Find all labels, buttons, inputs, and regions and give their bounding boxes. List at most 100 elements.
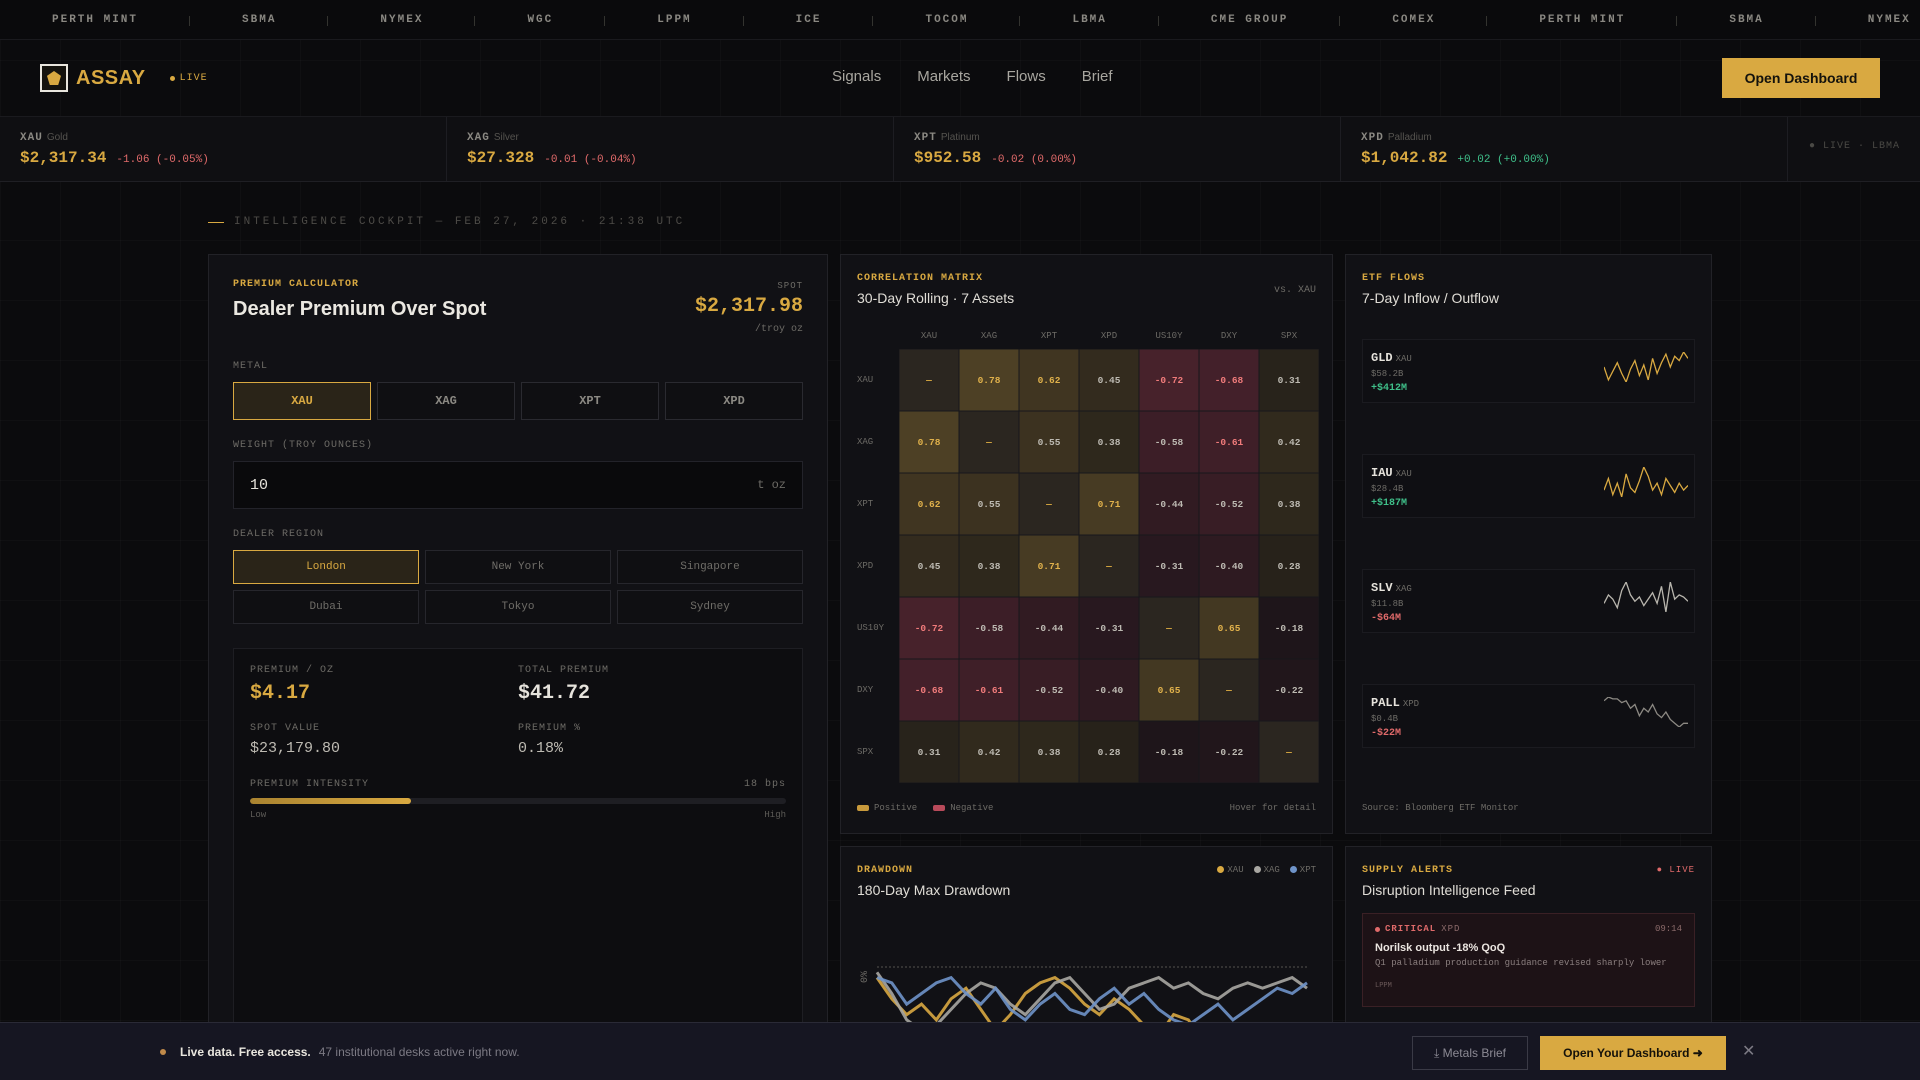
matrix-cell[interactable]: -0.44 [1019,597,1079,659]
region-option-singapore[interactable]: Singapore [617,550,803,584]
banner-sub: 47 institutional desks active right now. [318,1045,520,1059]
matrix-cell[interactable]: 0.71 [1079,473,1139,535]
matrix-cell[interactable]: 0.55 [1019,411,1079,473]
metals-brief-button[interactable]: ⤓ Metals Brief [1412,1036,1528,1070]
drawdown-legend: XAU XAG XPT [1217,865,1316,875]
alert-source: LPPM [1375,982,1392,990]
metal-option-xpd[interactable]: XPD [665,382,803,420]
close-icon[interactable]: ✕ [1742,1043,1756,1060]
matrix-cell[interactable]: -0.61 [959,659,1019,721]
etf-row-gld[interactable]: GLD XAU $58.2B +$412M [1362,339,1695,403]
matrix-cell[interactable]: — [1079,535,1139,597]
matrix-cell[interactable]: — [959,411,1019,473]
nav-signals[interactable]: Signals [832,68,882,85]
etf-sparkline-line [1604,352,1688,382]
spot-cell-xpd[interactable]: XPD Palladium $1,042.82 +0.02 (+0.00%) [1341,117,1788,181]
spot-cell-xau[interactable]: XAU Gold $2,317.34 -1.06 (-0.05%) [0,117,447,181]
premium-pct-value: 0.18% [518,740,564,757]
matrix-cell[interactable]: 0.31 [1259,349,1319,411]
etf-sparkline [1604,582,1688,612]
matrix-cell[interactable]: -0.18 [1139,721,1199,783]
nav-flows[interactable]: Flows [1006,68,1046,85]
spot-symbol: XAG [467,132,490,144]
matrix-cell[interactable]: -0.52 [1199,473,1259,535]
matrix-cell[interactable]: — [899,349,959,411]
matrix-cell[interactable]: 0.55 [959,473,1019,535]
matrix-cell[interactable]: -0.58 [959,597,1019,659]
matrix-cell[interactable]: 0.78 [899,411,959,473]
spot-change: -0.02 (0.00%) [991,154,1078,166]
drawdown-kicker: DRAWDOWN [857,865,914,876]
region-option-tokyo[interactable]: Tokyo [425,590,611,624]
matrix-cell[interactable]: -0.40 [1079,659,1139,721]
matrix-cell[interactable]: 0.65 [1199,597,1259,659]
premium-oz-label: PREMIUM / OZ [250,665,335,676]
open-dashboard-button[interactable]: Open Dashboard [1722,58,1880,98]
matrix-cell[interactable]: -0.22 [1199,721,1259,783]
matrix-cell[interactable]: -0.22 [1259,659,1319,721]
spot-cell-xag[interactable]: XAG Silver $27.328 -0.01 (-0.04%) [447,117,894,181]
matrix-cell[interactable]: -0.72 [1139,349,1199,411]
ticker-item: NYMEX [1816,14,1920,26]
legend-negative: Negative [933,803,993,813]
ticker-item: CME GROUP [1159,14,1341,26]
matrix-cell[interactable]: 0.42 [959,721,1019,783]
intensity-bar [250,798,786,804]
matrix-cell[interactable]: — [1019,473,1079,535]
matrix-cell[interactable]: -0.68 [1199,349,1259,411]
matrix-cell[interactable]: -0.18 [1259,597,1319,659]
region-option-sydney[interactable]: Sydney [617,590,803,624]
etf-title: 7-Day Inflow / Outflow [1362,290,1499,306]
etf-row-pall[interactable]: PALL XPD $0.4B -$22M [1362,684,1695,748]
etf-kicker: ETF FLOWS [1362,273,1426,284]
spot-unit: /troy oz [754,324,803,335]
weight-label: WEIGHT (TROY OUNCES) [233,440,374,451]
matrix-cell[interactable]: -0.68 [899,659,959,721]
logo-icon [40,64,68,92]
matrix-cell[interactable]: -0.31 [1139,535,1199,597]
spot-cell-xpt[interactable]: XPT Platinum $952.58 -0.02 (0.00%) [894,117,1341,181]
matrix-cell[interactable]: -0.72 [899,597,959,659]
matrix-cell[interactable]: — [1259,721,1319,783]
matrix-cell[interactable]: -0.40 [1199,535,1259,597]
intensity-value: 18 bps [743,779,786,790]
etf-row-iau[interactable]: IAU XAU $28.4B +$187M [1362,454,1695,518]
nav-markets[interactable]: Markets [917,68,971,85]
metal-option-xag[interactable]: XAG [377,382,515,420]
matrix-cell[interactable]: 0.28 [1259,535,1319,597]
matrix-cell[interactable]: 0.38 [1259,473,1319,535]
etf-row-slv[interactable]: SLV XAG $11.8B -$64M [1362,569,1695,633]
region-option-new-york[interactable]: New York [425,550,611,584]
matrix-cell[interactable]: 0.78 [959,349,1019,411]
matrix-cell[interactable]: — [1139,597,1199,659]
alert-time: 09:14 [1654,924,1682,934]
matrix-cell[interactable]: 0.62 [899,473,959,535]
matrix-cell[interactable]: 0.45 [899,535,959,597]
weight-input[interactable] [250,476,450,494]
matrix-cell[interactable]: 0.62 [1019,349,1079,411]
matrix-cell[interactable]: 0.45 [1079,349,1139,411]
matrix-cell[interactable]: 0.65 [1139,659,1199,721]
matrix-cell[interactable]: 0.42 [1259,411,1319,473]
matrix-cell[interactable]: -0.58 [1139,411,1199,473]
supply-alert-item[interactable]: CRITICAL XPD 09:14 Norilsk output -18% Q… [1362,913,1695,1007]
matrix-cell[interactable]: 0.71 [1019,535,1079,597]
matrix-cell[interactable]: -0.61 [1199,411,1259,473]
matrix-cell[interactable]: 0.31 [899,721,959,783]
metal-option-xpt[interactable]: XPT [521,382,659,420]
logo[interactable]: ASSAY LIVE [40,64,208,92]
matrix-cell[interactable]: — [1199,659,1259,721]
metal-option-xau[interactable]: XAU [233,382,371,420]
matrix-cell[interactable]: -0.44 [1139,473,1199,535]
open-your-dashboard-button[interactable]: Open Your Dashboard ➜ [1540,1036,1726,1070]
nav-brief[interactable]: Brief [1081,68,1113,85]
region-option-dubai[interactable]: Dubai [233,590,419,624]
banner-message: Live data. Free access. 47 institutional … [180,1045,520,1059]
region-option-london[interactable]: London [233,550,419,584]
matrix-cell[interactable]: 0.38 [1019,721,1079,783]
matrix-cell[interactable]: -0.31 [1079,597,1139,659]
matrix-cell[interactable]: 0.38 [959,535,1019,597]
matrix-cell[interactable]: -0.52 [1019,659,1079,721]
matrix-cell[interactable]: 0.28 [1079,721,1139,783]
matrix-cell[interactable]: 0.38 [1079,411,1139,473]
